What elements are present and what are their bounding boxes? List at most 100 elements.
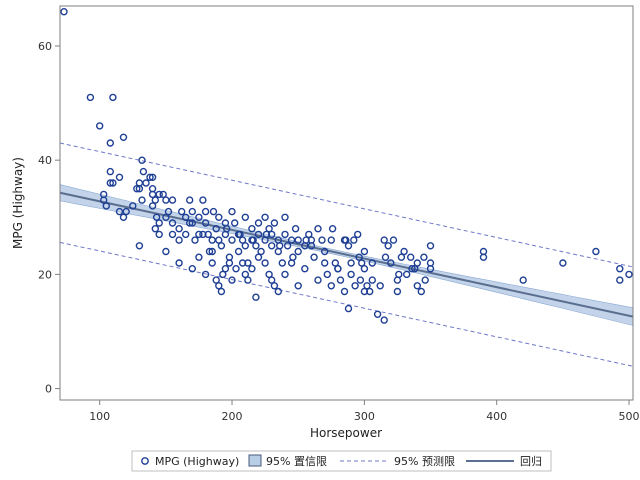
data-point — [426, 242, 435, 250]
data-point — [181, 230, 190, 239]
data-point — [164, 207, 173, 216]
data-point — [413, 259, 421, 267]
x-axis-title: Horsepower — [310, 426, 382, 440]
data-point — [217, 242, 226, 250]
data-point — [270, 282, 279, 290]
data-point — [195, 253, 203, 261]
data-point — [408, 265, 416, 273]
data-point — [201, 270, 210, 279]
data-point — [217, 287, 226, 296]
data-point — [195, 213, 203, 222]
data-point — [152, 213, 161, 222]
data-point — [254, 219, 263, 227]
data-point — [327, 282, 335, 290]
data-point — [403, 270, 411, 279]
data-point — [175, 259, 183, 267]
data-point — [109, 93, 117, 102]
data-point — [139, 167, 148, 176]
data-point — [199, 196, 207, 204]
data-point — [225, 253, 234, 261]
data-point — [138, 196, 146, 204]
data-point — [360, 247, 369, 256]
data-point — [115, 173, 124, 182]
data-point — [294, 282, 302, 290]
data-point — [340, 287, 349, 296]
data-point — [336, 276, 345, 284]
data-point — [175, 236, 183, 244]
data-point — [389, 236, 398, 244]
data-point — [281, 213, 289, 222]
scatter-points — [60, 7, 633, 324]
data-point — [109, 179, 117, 187]
data-point — [241, 270, 250, 279]
data-point — [119, 133, 128, 142]
data-point — [283, 242, 292, 250]
data-point — [265, 224, 273, 233]
data-point — [106, 139, 115, 147]
data-point — [281, 230, 289, 239]
legend-band-swatch-icon — [248, 454, 262, 467]
data-point — [244, 259, 252, 267]
data-point — [249, 236, 257, 244]
data-point — [291, 224, 300, 233]
data-point — [142, 179, 150, 187]
y-tick-label: 0 — [45, 383, 52, 396]
data-point — [119, 213, 128, 222]
data-point — [257, 247, 265, 256]
data-point — [201, 219, 210, 227]
data-point — [344, 242, 353, 250]
data-point — [302, 236, 310, 244]
data-point — [135, 184, 144, 193]
regression-line — [59, 191, 634, 318]
data-point — [135, 242, 144, 250]
data-point — [215, 282, 223, 290]
data-point — [417, 287, 425, 296]
data-point — [380, 236, 388, 244]
data-point — [188, 265, 197, 273]
data-point — [201, 207, 210, 216]
data-point — [228, 276, 236, 284]
data-point — [219, 270, 227, 279]
data-point — [162, 213, 170, 222]
data-point — [181, 213, 190, 222]
data-point — [159, 190, 167, 199]
data-point — [421, 276, 429, 284]
data-point — [115, 207, 124, 216]
data-point — [397, 253, 406, 261]
data-point — [168, 230, 177, 239]
data-point — [232, 265, 240, 273]
data-point — [215, 213, 223, 222]
data-point — [146, 173, 154, 182]
data-point — [342, 236, 350, 244]
data-point — [209, 207, 218, 216]
data-point — [307, 242, 316, 250]
data-point — [276, 242, 284, 250]
data-point — [350, 236, 358, 244]
data-point — [177, 207, 186, 216]
data-point — [241, 213, 250, 222]
data-point — [360, 287, 369, 296]
data-point — [188, 219, 197, 227]
data-point — [185, 196, 194, 204]
data-point — [191, 236, 199, 244]
data-point — [395, 270, 403, 279]
data-point — [175, 224, 183, 233]
data-point — [129, 202, 137, 210]
data-point — [278, 259, 286, 267]
data-point — [244, 276, 252, 284]
y-tick-label: 60 — [38, 40, 52, 53]
data-point — [368, 276, 376, 284]
data-point — [318, 236, 326, 244]
data-point — [155, 230, 163, 239]
data-point — [60, 7, 68, 16]
data-point — [327, 236, 335, 244]
data-point — [373, 310, 382, 318]
data-point — [519, 276, 527, 284]
legend-label-confidence: 95% 置信限 — [266, 455, 327, 468]
data-point — [407, 253, 415, 261]
data-point — [360, 265, 369, 273]
data-point — [321, 247, 329, 256]
data-point — [86, 93, 95, 102]
data-point — [413, 282, 421, 290]
data-point — [334, 265, 342, 273]
